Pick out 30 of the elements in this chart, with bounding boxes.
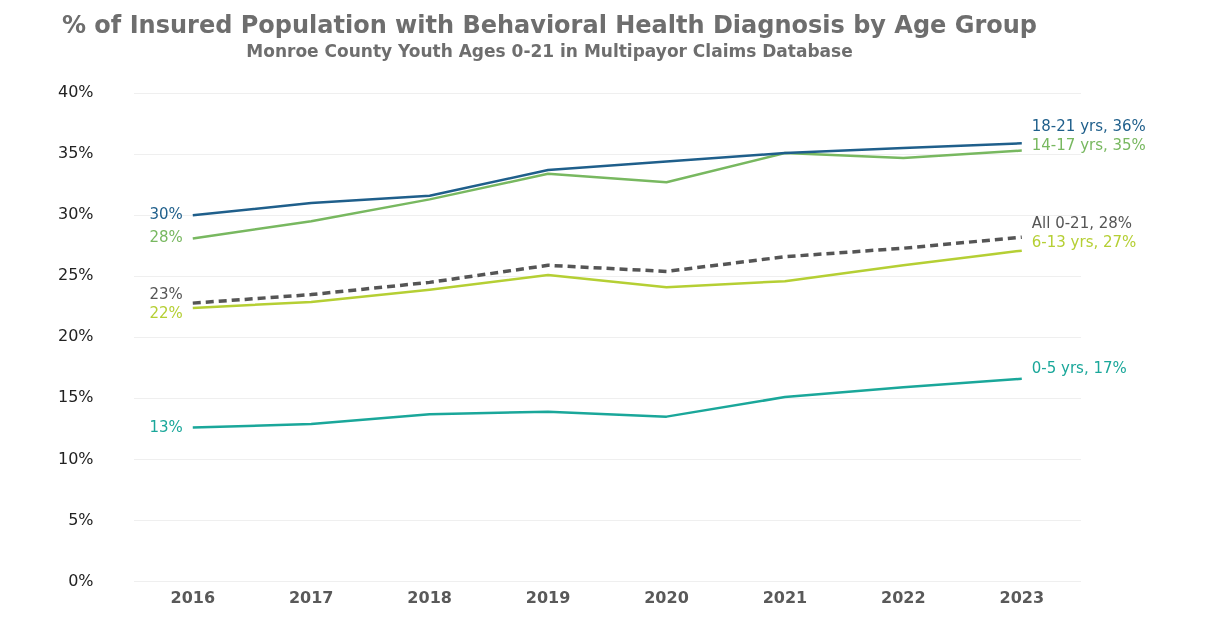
chart-title: % of Insured Population with Behavioral Health Diagnosis by Age Group: [61, 10, 1038, 39]
x-tick-label: 2020: [644, 588, 689, 608]
x-tick-label: 2023: [999, 588, 1045, 608]
x-tick-label: 2016: [170, 588, 216, 608]
data-label: 23%: [149, 285, 183, 304]
data-label: 6-13 yrs, 27%: [1031, 232, 1137, 251]
x-tick-label: 2018: [407, 588, 452, 608]
y-tick-label: 15%: [58, 387, 94, 407]
data-label: 22%: [149, 304, 183, 323]
y-tick-label: 30%: [58, 204, 94, 224]
x-tick-label: 2021: [762, 588, 808, 608]
data-label: 14-17 yrs, 35%: [1031, 135, 1146, 154]
chart-subtitle: Monroe County Youth Ages 0-21 in Multipayor Claims Database: [246, 41, 853, 62]
y-tick-label: 35%: [58, 143, 94, 163]
x-tick-label: 2022: [881, 588, 926, 608]
y-tick-label: 40%: [58, 82, 94, 102]
data-label: 0-5 yrs, 17%: [1031, 358, 1127, 377]
y-tick-label: 10%: [58, 448, 94, 468]
data-label: 28%: [149, 228, 183, 247]
y-tick-label: 5%: [68, 509, 94, 529]
y-tick-label: 0%: [68, 570, 94, 590]
data-label: All 0-21, 28%: [1031, 213, 1133, 232]
y-tick-label: 25%: [58, 265, 94, 285]
y-tick-label: 20%: [58, 326, 94, 346]
x-tick-label: 2019: [525, 588, 571, 608]
data-label: 13%: [149, 417, 183, 436]
x-tick-label: 2017: [288, 588, 334, 608]
line-series: [191, 235, 1024, 305]
data-label: 30%: [149, 205, 183, 224]
data-label: 18-21 yrs, 36%: [1031, 116, 1146, 135]
